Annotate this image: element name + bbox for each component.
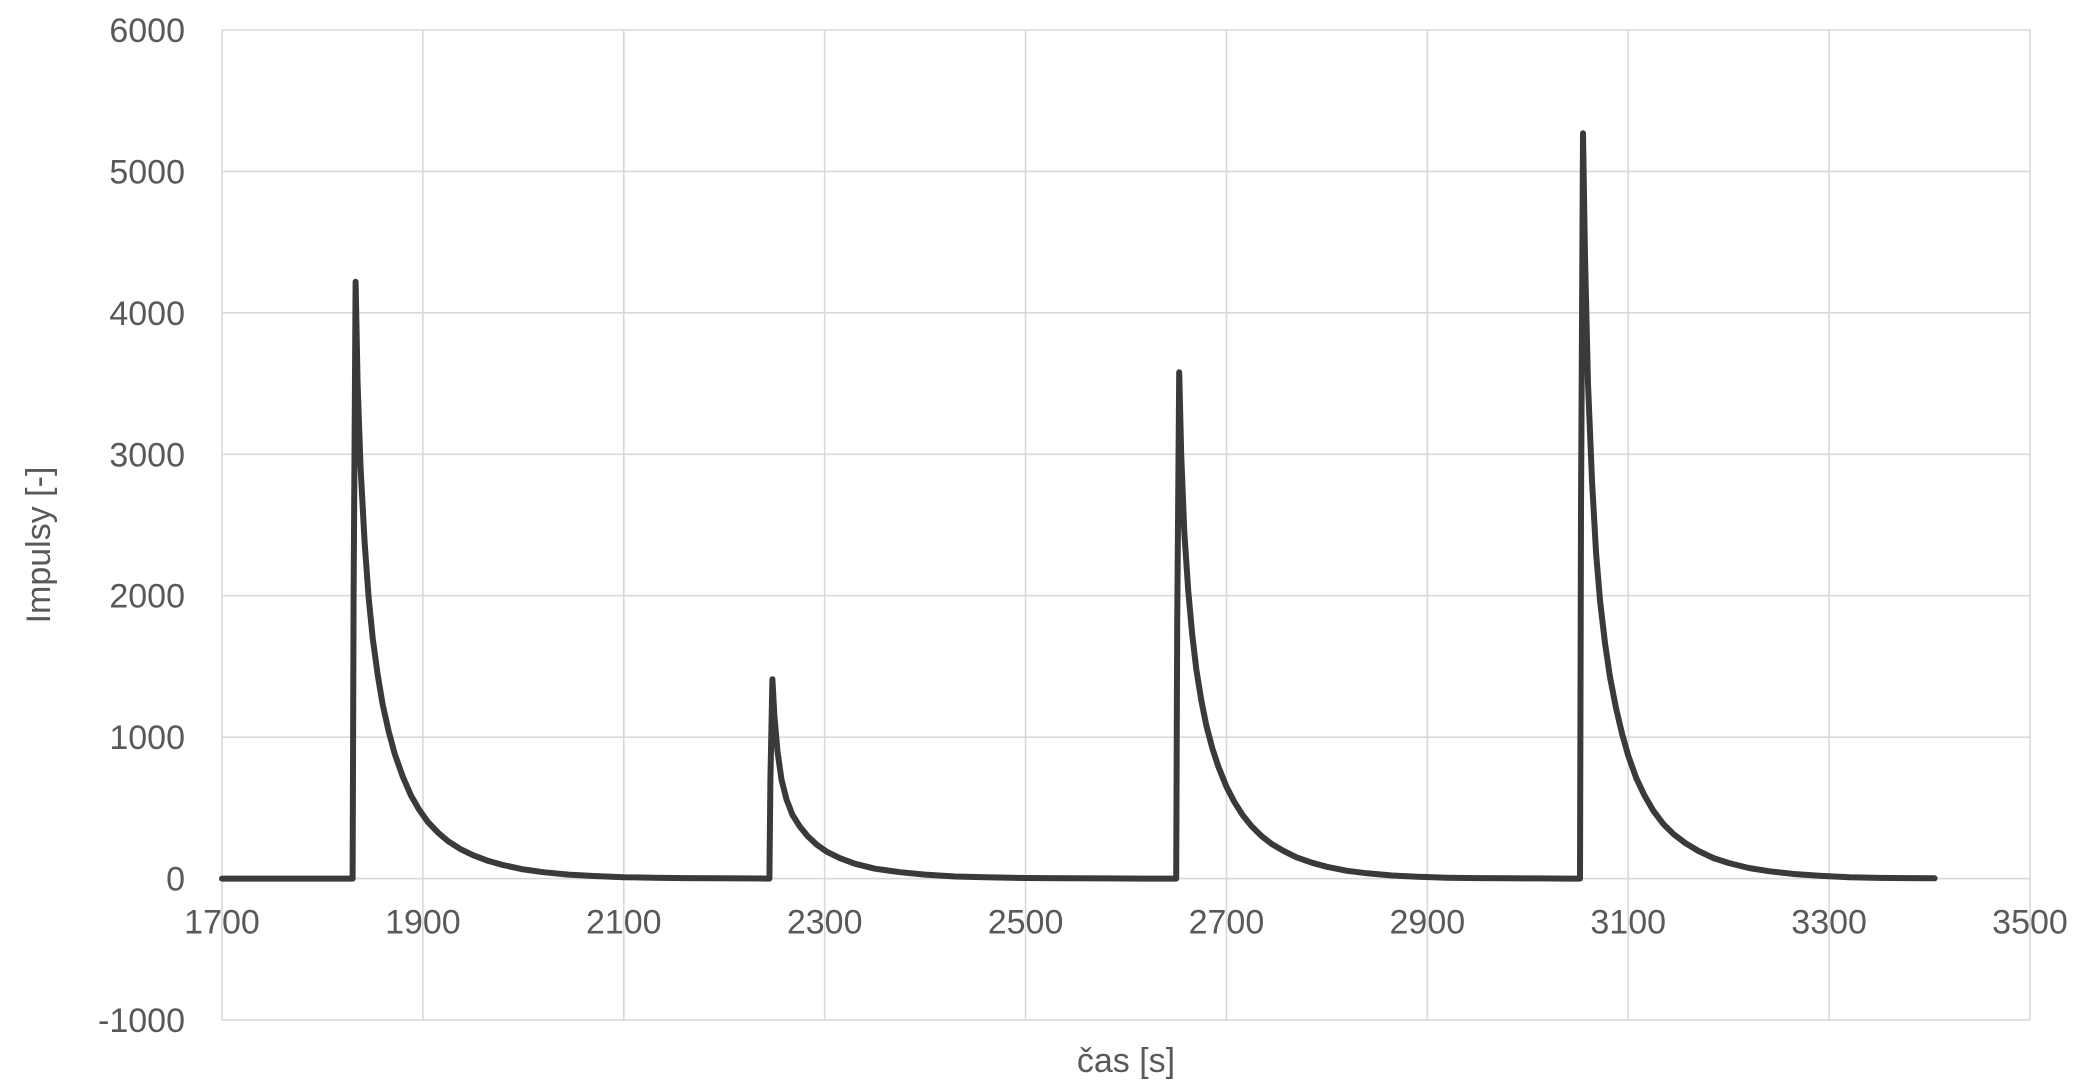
x-tick-label: 2700 xyxy=(1189,904,1265,942)
x-axis-title: čas [s] xyxy=(1077,1042,1175,1080)
x-tick-label: 1900 xyxy=(385,904,461,942)
y-tick-label: 0 xyxy=(166,861,185,899)
y-tick-label: 2000 xyxy=(109,578,185,616)
gridlines xyxy=(221,29,2031,1021)
y-tick-label: 1000 xyxy=(109,719,185,757)
x-tick-label: 3300 xyxy=(1791,904,1867,942)
y-tick-label: 6000 xyxy=(109,12,185,50)
y-tick-label: 4000 xyxy=(109,295,185,333)
x-tick-label: 3100 xyxy=(1590,904,1666,942)
series-line-0 xyxy=(219,130,1938,882)
x-tick-label: 3500 xyxy=(1992,904,2068,942)
x-axis-tick-labels: 1700 1900 2100 2300 2500 2700 2900 3100 3300 3500 xyxy=(184,904,2068,942)
x-tick-label: 2900 xyxy=(1390,904,1466,942)
x-tick-label: 1700 xyxy=(184,904,260,942)
y-tick-label: 5000 xyxy=(109,153,185,191)
x-tick-label: 2500 xyxy=(988,904,1064,942)
y-axis-tick-labels: -1000 0 1000 2000 3000 4000 5000 6000 xyxy=(98,12,185,1040)
y-tick-label: -1000 xyxy=(98,1002,185,1040)
y-tick-label: 3000 xyxy=(109,436,185,474)
x-tick-label: 2100 xyxy=(586,904,662,942)
x-tick-label: 2300 xyxy=(787,904,863,942)
series-layer xyxy=(219,130,1938,882)
y-axis-title: Impulsy [-] xyxy=(20,467,58,624)
